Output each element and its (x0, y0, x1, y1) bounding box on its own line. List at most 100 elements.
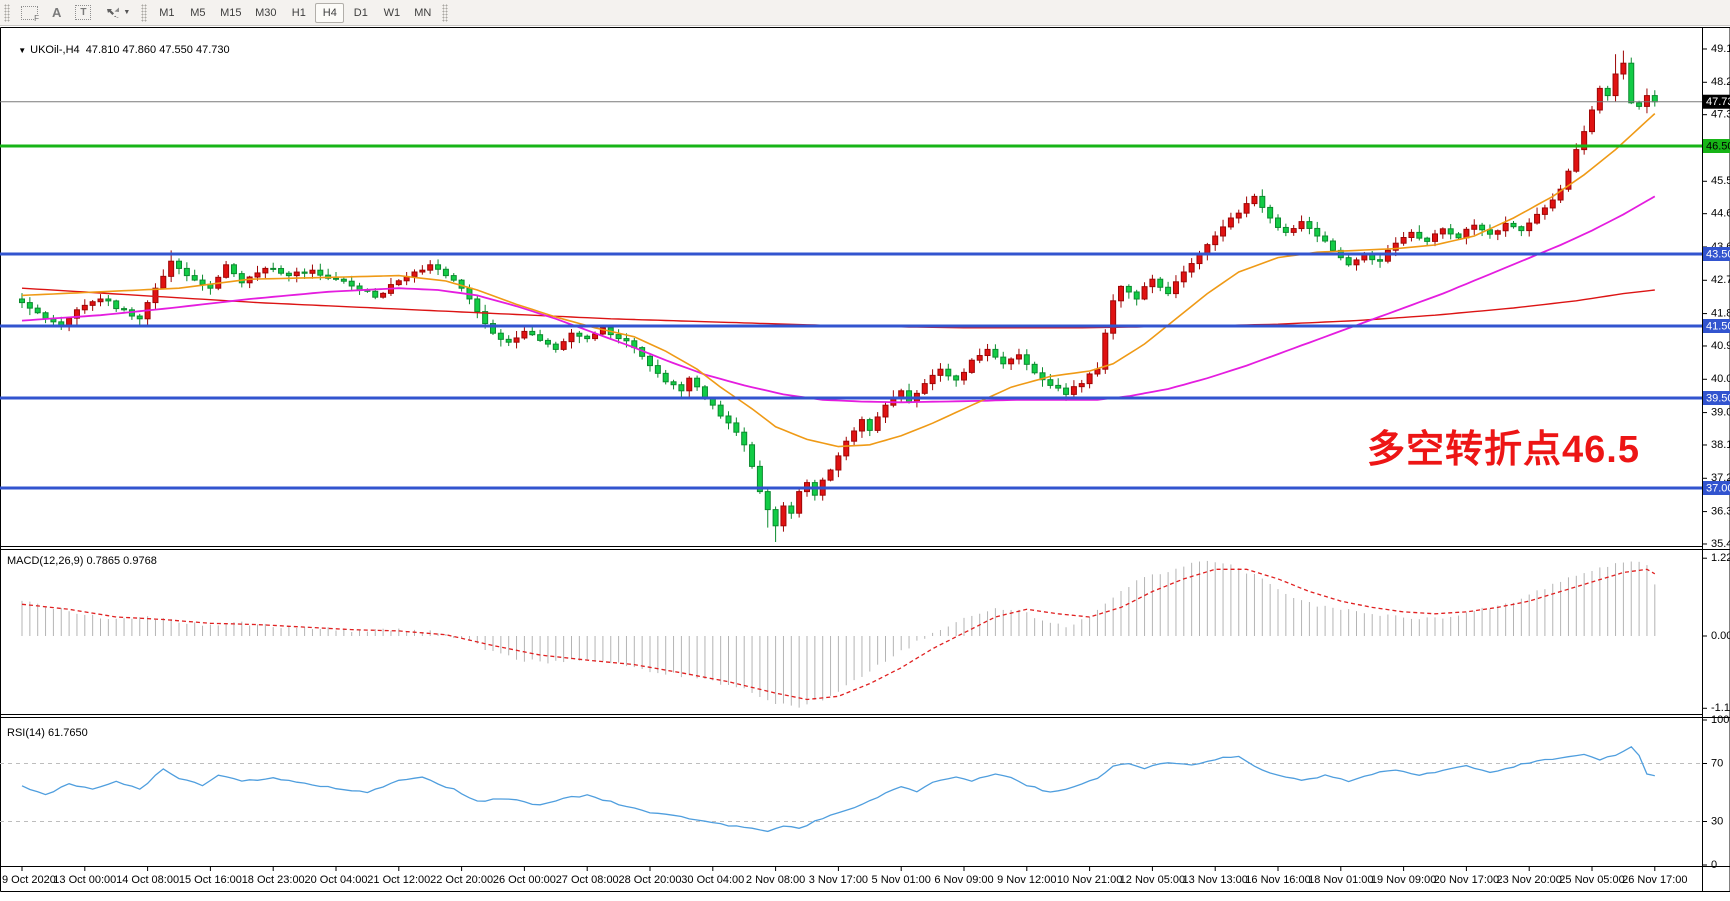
macd-tick: 0.00 (1711, 630, 1730, 642)
time-label: 30 Oct 04:00 (681, 874, 744, 886)
price-tick: 47.370 (1711, 109, 1730, 121)
toolbar-grip-3[interactable] (442, 4, 448, 22)
price-tick: 39.095 (1711, 406, 1730, 418)
level-badge-39.500-label: 39.500 (1706, 392, 1730, 404)
rsi-panel (0, 764, 1702, 822)
toolbar-grip-2[interactable] (141, 4, 147, 22)
tf-button-mn[interactable]: MN (408, 3, 437, 23)
ma-red-line (22, 288, 1655, 328)
ma-magenta-line (22, 196, 1655, 402)
price-tick: 38.195 (1711, 439, 1730, 451)
level-badge-46.500-label: 46.500 (1706, 140, 1730, 152)
time-label: 10 Nov 21:00 (1057, 874, 1122, 886)
text-box-icon-glyph: T (75, 5, 91, 20)
macd-tick: -1.1383 (1711, 702, 1730, 714)
text-label-icon[interactable]: A (52, 5, 61, 20)
time-label: 20 Nov 17:00 (1434, 874, 1499, 886)
price-tick: 49.195 (1711, 43, 1730, 55)
time-label: 18 Oct 23:00 (242, 874, 305, 886)
time-label: 9 Nov 12:00 (997, 874, 1056, 886)
chart-window: 49.19548.27047.37045.52044.62043.69542.7… (0, 27, 1730, 896)
time-label: 19 Nov 09:00 (1371, 874, 1436, 886)
rsi-tick: 0 (1711, 859, 1717, 871)
ohlc-open: 47.810 (86, 44, 120, 56)
price-tick: 44.620 (1711, 208, 1730, 220)
price-tick: 36.345 (1711, 505, 1730, 517)
time-label: 23 Nov 20:00 (1496, 874, 1561, 886)
tf-button-m1[interactable]: M1 (152, 3, 181, 23)
tf-button-h1[interactable]: H1 (284, 3, 313, 23)
time-label: 5 Nov 01:00 (872, 874, 931, 886)
time-label: 28 Oct 20:00 (619, 874, 682, 886)
price-axis: 49.19548.27047.37045.52044.62043.69542.7… (1702, 43, 1730, 550)
time-label: 22 Oct 20:00 (430, 874, 493, 886)
price-tick: 41.845 (1711, 307, 1730, 319)
ohlc-low: 47.550 (159, 44, 193, 56)
price-tick: 40.020 (1711, 373, 1730, 385)
symbol-timeframe: UKOil-,H4 (30, 44, 80, 56)
time-label: 9 Oct 2020 (2, 874, 56, 886)
time-label: 16 Nov 16:00 (1245, 874, 1310, 886)
time-label: 20 Oct 04:00 (305, 874, 368, 886)
tf-button-m15[interactable]: M15 (214, 3, 247, 23)
current-price-badge: 47.730 (1703, 95, 1730, 109)
price-tick: 42.770 (1711, 274, 1730, 286)
price-tick: 45.520 (1711, 175, 1730, 187)
rsi-tick: 100 (1711, 714, 1729, 726)
tf-button-m5[interactable]: M5 (183, 3, 212, 23)
toolbar: F A T ▼ M1 M5 M15 M30 H1 H4 D1 W1 MN (0, 0, 1730, 26)
price-tick: 40.945 (1711, 340, 1730, 352)
time-label: 2 Nov 08:00 (746, 874, 805, 886)
macd-axis: 1.2251 0.00 -1.1383 (1702, 552, 1730, 714)
tf-button-w1[interactable]: W1 (377, 3, 406, 23)
time-label: 25 Nov 05:00 (1559, 874, 1624, 886)
time-label: 26 Oct 00:00 (493, 874, 556, 886)
level-badge-46.500: 46.500 (1703, 139, 1730, 153)
tf-button-h4[interactable]: H4 (315, 3, 344, 23)
toolbar-grip[interactable] (4, 4, 10, 22)
time-label: 26 Nov 17:00 (1622, 874, 1687, 886)
ohlc-close: 47.730 (196, 44, 230, 56)
tf-button-d1[interactable]: D1 (346, 3, 375, 23)
time-label: 18 Nov 01:00 (1308, 874, 1373, 886)
time-label: 12 Nov 05:00 (1120, 874, 1185, 886)
rsi-line (22, 747, 1655, 832)
time-label: 27 Oct 08:00 (556, 874, 619, 886)
price-tick: 48.270 (1711, 76, 1730, 88)
level-badge-41.500-label: 41.500 (1706, 320, 1730, 332)
text-box-icon[interactable]: T (75, 5, 91, 20)
ohlc-high: 47.860 (123, 44, 157, 56)
caret-down-icon[interactable]: ▼ (123, 9, 130, 16)
time-label: 15 Oct 16:00 (179, 874, 242, 886)
cursor-arrows-icon[interactable]: ▼ (105, 6, 130, 20)
level-badge-37.000: 37.000 (1703, 481, 1730, 495)
rsi-axis: 100 70 30 0 (1702, 714, 1729, 871)
level-badge-43.500-label: 43.500 (1706, 248, 1730, 260)
current-price-badge-label: 47.730 (1706, 96, 1730, 108)
macd-tick: 1.2251 (1711, 552, 1730, 564)
time-label: 13 Oct 00:00 (53, 874, 116, 886)
frame-f-icon-glyph: F (21, 6, 38, 20)
macd-indicator-label: MACD(12,26,9) 0.7865 0.9768 (7, 555, 157, 567)
time-label: 13 Nov 13:00 (1182, 874, 1247, 886)
price-tick: 35.445 (1711, 538, 1730, 550)
level-badge-39.500: 39.500 (1703, 391, 1730, 405)
rsi-tick: 30 (1711, 815, 1723, 827)
frame-f-icon[interactable]: F (21, 6, 38, 20)
level-badge-41.500: 41.500 (1703, 319, 1730, 333)
time-label: 3 Nov 17:00 (809, 874, 868, 886)
time-label: 6 Nov 09:00 (934, 874, 993, 886)
annotation-text: 多空转折点46.5 (1367, 418, 1640, 473)
collapse-triangle-icon[interactable]: ▼ (18, 46, 26, 55)
rsi-tick: 70 (1711, 757, 1723, 769)
level-badge-43.500: 43.500 (1703, 247, 1730, 261)
tf-button-m30[interactable]: M30 (249, 3, 282, 23)
level-badge-37.000-label: 37.000 (1706, 482, 1730, 494)
rsi-indicator-label: RSI(14) 61.7650 (7, 727, 88, 739)
arrows-icon-glyph (105, 6, 121, 20)
macd-histogram (22, 561, 1655, 708)
chart-title: ▼ UKOil-,H4 47.810 47.860 47.550 47.730 (6, 32, 230, 68)
time-label: 14 Oct 08:00 (116, 874, 179, 886)
time-label: 21 Oct 12:00 (367, 874, 430, 886)
